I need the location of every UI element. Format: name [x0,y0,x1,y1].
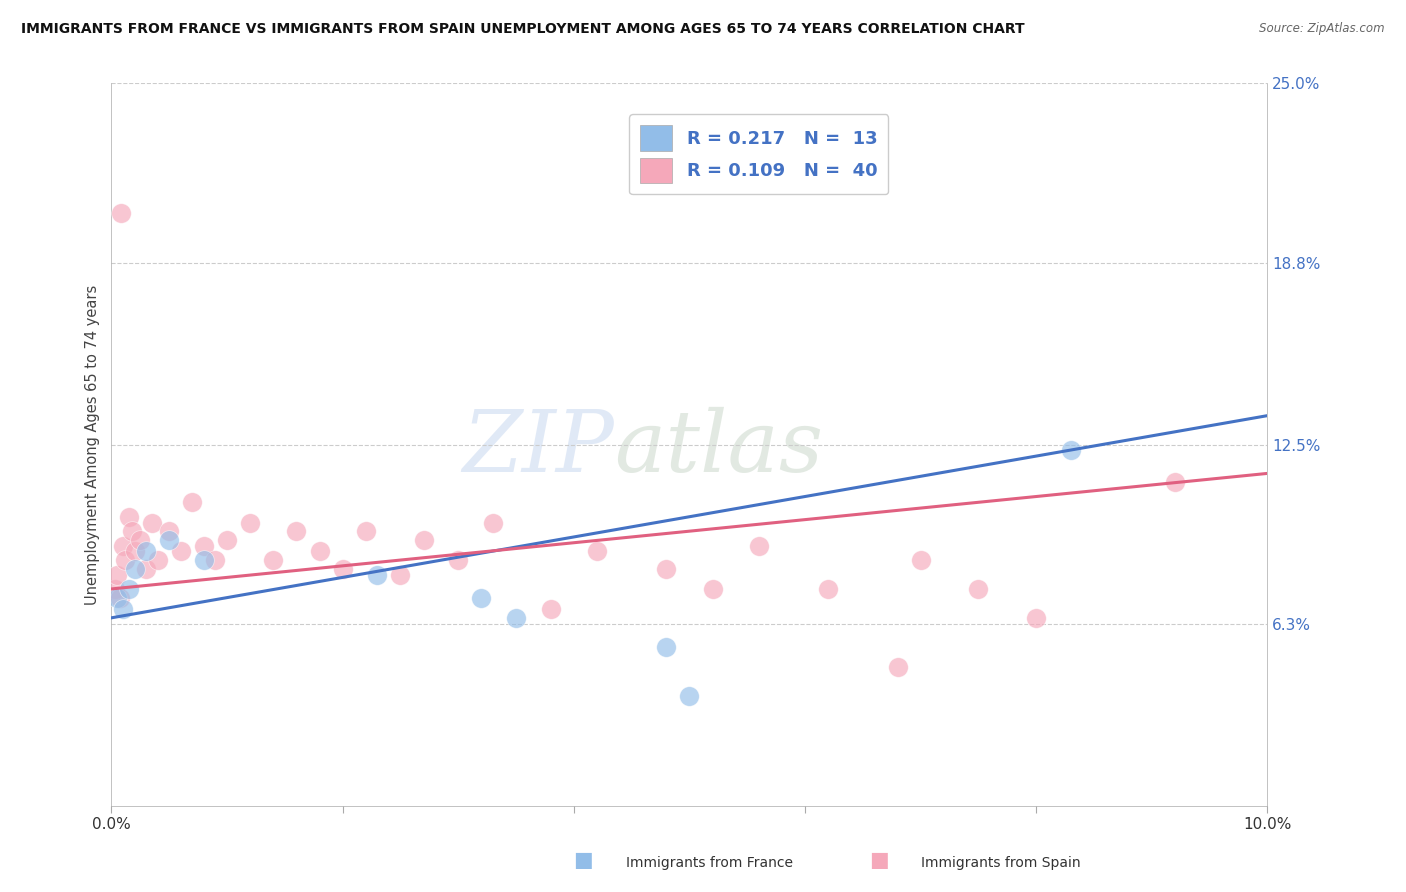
Point [170,544,193,558]
Text: Immigrants from Spain: Immigrants from Spain [921,855,1081,870]
Text: ■: ■ [574,850,593,870]
Point [354,524,377,538]
Point [817,582,839,596]
Point [118,582,141,596]
Point [1025,611,1047,625]
Point [655,640,678,654]
Point [114,553,136,567]
Point [655,562,678,576]
Point [124,562,146,576]
Text: atlas: atlas [614,407,824,490]
Point [239,516,262,530]
Y-axis label: Unemployment Among Ages 65 to 74 years: Unemployment Among Ages 65 to 74 years [86,285,100,605]
Point [111,539,134,553]
Point [748,539,770,553]
Point [110,206,132,220]
Point [586,544,609,558]
Text: ■: ■ [869,850,889,870]
Point [285,524,308,538]
Point [121,524,143,538]
Point [193,539,215,553]
Point [470,591,492,605]
Point [204,553,226,567]
Text: Immigrants from France: Immigrants from France [626,855,793,870]
Point [389,567,412,582]
Point [447,553,470,567]
Point [332,562,354,576]
Text: IMMIGRANTS FROM FRANCE VS IMMIGRANTS FROM SPAIN UNEMPLOYMENT AMONG AGES 65 TO 74: IMMIGRANTS FROM FRANCE VS IMMIGRANTS FRO… [21,22,1025,37]
Point [118,509,141,524]
Text: Source: ZipAtlas.com: Source: ZipAtlas.com [1260,22,1385,36]
Point [141,516,163,530]
Point [135,544,157,558]
Point [482,516,505,530]
Point [215,533,238,547]
Point [157,533,180,547]
Point [129,533,152,547]
Point [262,553,284,567]
Point [967,582,990,596]
Point [105,567,128,582]
Point [108,591,131,605]
Point [412,533,434,547]
Point [1164,475,1187,489]
Point [157,524,180,538]
Point [104,582,127,596]
Point [910,553,932,567]
Point [702,582,724,596]
Point [678,689,700,703]
Point [886,660,908,674]
Point [111,602,134,616]
Point [505,611,527,625]
Point [105,591,128,605]
Point [540,602,562,616]
Point [1060,443,1083,458]
Point [124,544,146,558]
Text: ZIP: ZIP [463,407,614,490]
Point [366,567,388,582]
Point [146,553,169,567]
Point [193,553,215,567]
Point [135,562,157,576]
Point [308,544,330,558]
Point [181,495,204,509]
Legend: R = 0.217   N =  13, R = 0.109   N =  40: R = 0.217 N = 13, R = 0.109 N = 40 [628,114,889,194]
